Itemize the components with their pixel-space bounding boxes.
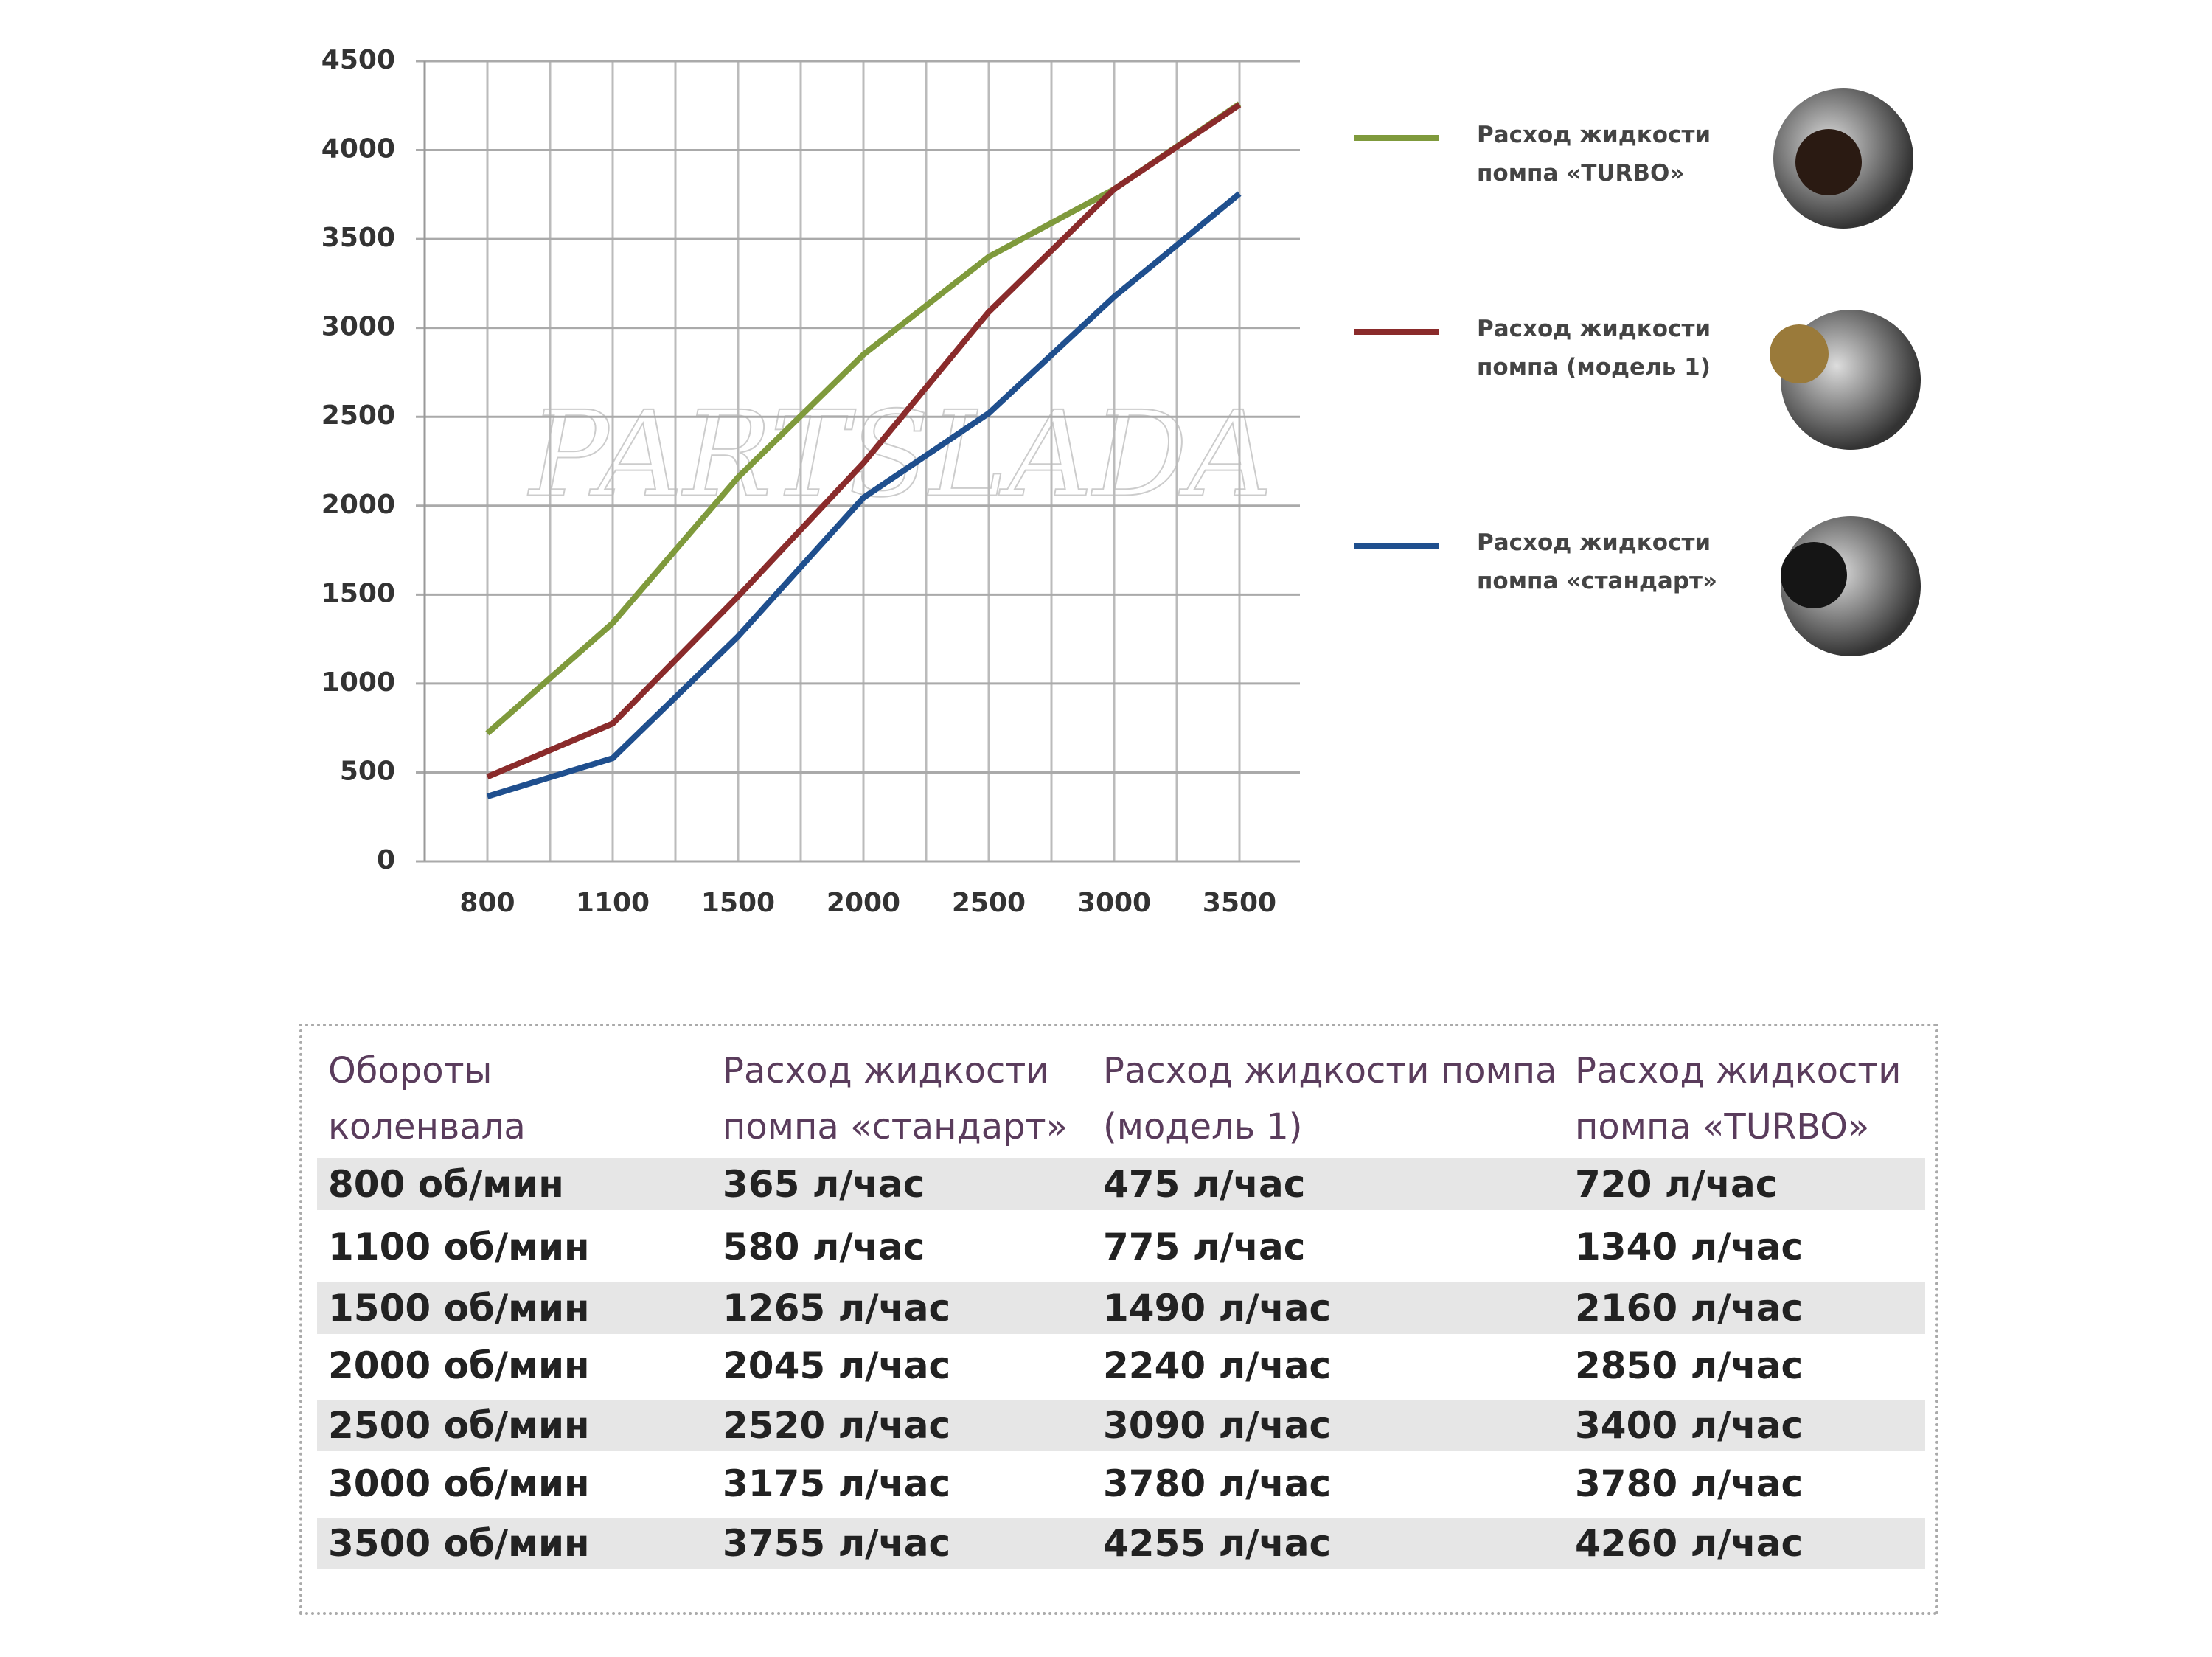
y-tick-label: 4000	[321, 134, 395, 164]
x-tick-label: 2000	[827, 888, 900, 918]
x-tick-label: 800	[459, 888, 515, 918]
pump-image-detail	[1795, 129, 1862, 195]
table-cell: 1490 л/час	[1103, 1287, 1332, 1330]
table-header-cell: Расход жидкости помпа «TURBO»	[1575, 1050, 1902, 1147]
table-cell: 4255 л/час	[1103, 1522, 1332, 1565]
table-cell: 720 л/час	[1575, 1163, 1778, 1206]
table-row: 1500 об/мин 1265 л/час 1490 л/час 2160 л/ча…	[317, 1282, 1925, 1334]
x-tick-label: 3500	[1203, 888, 1276, 918]
table-cell: 2240 л/час	[1103, 1344, 1332, 1387]
table-row: 3500 об/мин 3755 л/час 4255 л/час 4260 л/ча…	[317, 1518, 1925, 1569]
table-cell: 580 л/час	[723, 1226, 925, 1268]
table-header-cell: Обороты коленвала	[328, 1050, 526, 1147]
table-cell: 1500 об/мин	[328, 1287, 590, 1330]
y-tick-label: 3500	[321, 223, 395, 253]
table-cell: 2520 л/час	[723, 1404, 951, 1447]
table-cell: 1340 л/час	[1575, 1226, 1804, 1268]
y-tick-label: 1500	[321, 578, 395, 608]
table-cell: 3780 л/час	[1575, 1462, 1804, 1505]
y-tick-label: 0	[377, 845, 395, 875]
table-cell: 2160 л/час	[1575, 1287, 1804, 1330]
legend-label: Расход жидкости помпа «TURBO»	[1477, 122, 1711, 187]
table-cell: 800 об/мин	[328, 1163, 564, 1206]
table-row: 2500 об/мин 2520 л/час 3090 л/час 3400 л/ча…	[317, 1400, 1925, 1451]
table-cell: 775 л/час	[1103, 1226, 1306, 1268]
data-table: Обороты коленвала Расход жидкости помпа «…	[299, 1024, 1938, 1615]
series-line	[486, 191, 1242, 799]
table-cell: 3780 л/час	[1103, 1462, 1332, 1505]
y-tick-label: 4500	[321, 45, 395, 75]
table-cell: 3090 л/час	[1103, 1404, 1332, 1447]
y-tick-label: 500	[340, 756, 395, 786]
watermark: PARTSLADA	[527, 386, 1273, 524]
x-tick-label: 3000	[1077, 888, 1151, 918]
chart: PARTSLADA 0 500 1000 1500 2000 2500 3000 3500 40…	[321, 45, 1921, 918]
table-row: 2000 об/мин 2045 л/час 2240 л/час 2850 л/ча…	[317, 1340, 1925, 1392]
y-tick-label: 1000	[321, 667, 395, 698]
series-line	[486, 102, 1242, 780]
x-tick-label: 1100	[576, 888, 650, 918]
table-cell: 4260 л/час	[1575, 1522, 1804, 1565]
table-cell: 3500 об/мин	[328, 1522, 590, 1565]
table-row: 3000 об/мин 3175 л/час 3780 л/час 3780 л/ча…	[317, 1458, 1925, 1510]
table-cell: 2850 л/час	[1575, 1344, 1804, 1387]
table-cell: 1265 л/час	[723, 1287, 951, 1330]
table-cell: 3000 об/мин	[328, 1462, 590, 1505]
x-tick-label: 2500	[952, 888, 1026, 918]
pump-image-detail	[1781, 542, 1847, 608]
table-cell: 365 л/час	[723, 1163, 925, 1206]
x-tick-label: 1500	[701, 888, 775, 918]
table-cell: 2000 об/мин	[328, 1344, 590, 1387]
y-tick-label: 3000	[321, 312, 395, 342]
table-cell: 3755 л/час	[723, 1522, 951, 1565]
table-cell: 2045 л/час	[723, 1344, 951, 1387]
table-cell: 3400 л/час	[1575, 1404, 1804, 1447]
table-row: 1100 об/мин 580 л/час 775 л/час 1340 л/час	[317, 1221, 1925, 1273]
y-tick-label: 2000	[321, 490, 395, 520]
table-header-cell: Расход жидкости помпа «стандарт»	[723, 1050, 1068, 1147]
legend-label: Расход жидкости помпа «стандарт»	[1477, 529, 1718, 594]
table-cell: 3175 л/час	[723, 1462, 951, 1505]
table-cell: 2500 об/мин	[328, 1404, 590, 1447]
legend-label: Расход жидкости помпа (модель 1)	[1477, 316, 1711, 381]
pump-image-detail	[1770, 324, 1829, 383]
table-row: 800 об/мин 365 л/час 475 л/час 720 л/час	[317, 1158, 1925, 1210]
y-tick-label: 2500	[321, 400, 395, 431]
table-header-cell: Расход жидкости помпа (модель 1)	[1103, 1050, 1557, 1147]
table-cell: 1100 об/мин	[328, 1226, 590, 1268]
table-cell: 475 л/час	[1103, 1163, 1306, 1206]
